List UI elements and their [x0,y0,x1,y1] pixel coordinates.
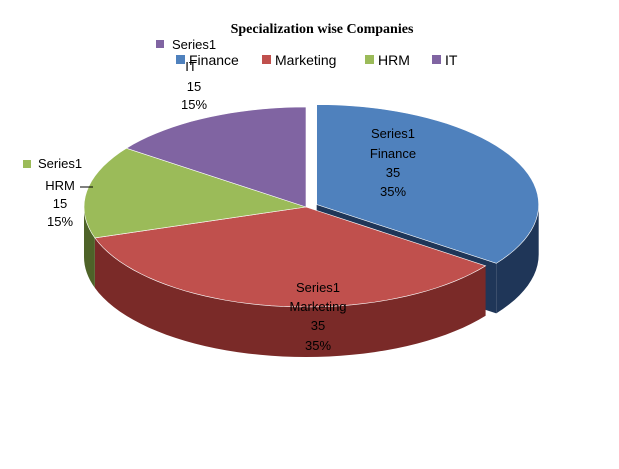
data-label-finance: Series1 Finance 35 35% [370,126,416,199]
data-label-value-hrm: 15 [53,196,67,211]
legend-label-it: IT [445,52,458,68]
data-label-category-finance: Finance [370,146,416,161]
pie-side-hrm [84,207,95,288]
legend: Finance Marketing HRM IT [176,52,458,68]
pie-slice-it [125,106,307,208]
data-label-hrm: Series1 HRM 15 15% [23,156,93,229]
chart-title: Specialization wise Companies [231,22,414,37]
pie-slice-marketing [94,206,487,308]
pie-slice-hrm [83,147,307,239]
data-label-marketing: Series1 Marketing 35 35% [289,280,346,353]
data-label-percent-it: 15% [181,97,207,112]
legend-swatch-it [432,55,441,64]
data-label-key-hrm [23,160,31,168]
pie-slice-tops [83,104,539,308]
pie-side-finance [496,204,539,314]
legend-swatch-finance [176,55,185,64]
legend-label-finance: Finance [189,52,239,68]
data-label-value-finance: 35 [386,165,400,180]
legend-label-marketing: Marketing [275,52,336,68]
pie-slice-finance [316,104,539,264]
legend-swatch-marketing [262,55,271,64]
data-label-key-it [156,40,164,48]
data-label-percent-marketing: 35% [305,338,331,353]
legend-label-hrm: HRM [378,52,410,68]
data-label-value-it: 15 [187,79,201,94]
pie-side-marketing [94,237,486,357]
data-label-percent-hrm: 15% [47,214,73,229]
data-label-series-marketing: Series1 [296,280,340,295]
legend-swatch-hrm [365,55,374,64]
data-label-category-hrm: HRM [45,178,75,193]
data-label-category-marketing: Marketing [289,299,346,314]
data-label-percent-finance: 35% [380,184,406,199]
data-label-series-hrm: Series1 [38,156,82,171]
data-label-category-it: IT [185,59,197,74]
data-label-series-finance: Series1 [371,126,415,141]
data-label-value-marketing: 35 [311,318,325,333]
data-label-it: Series1 IT 15 15% [156,37,216,112]
data-label-series-it: Series1 [172,37,216,52]
